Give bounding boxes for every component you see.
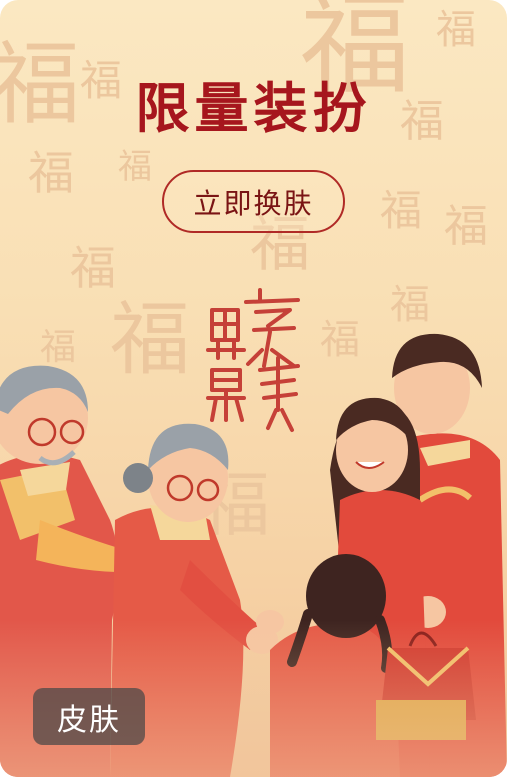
skin-badge: 皮肤 [33,688,145,745]
fu-glyph: 福 [70,241,116,295]
fu-glyph: 福 [320,317,360,363]
fu-glyph: 福 [400,96,444,147]
fu-glyph: 福 [444,201,488,252]
card-title: 限量装扮 [135,77,372,140]
fu-glyph: 福 [250,210,310,280]
fu-glyph: 福 [28,146,74,200]
family-seal-stamp [206,288,300,432]
fu-glyph: 福 [118,147,152,187]
fu-glyph: 福 [80,56,123,105]
fu-glyph: 福 [380,186,423,235]
fu-glyph: 福 [0,32,80,137]
fu-glyph: 福 [300,0,410,109]
fu-glyph: 福 [436,7,476,53]
apply-skin-button[interactable]: 立即换肤 [162,170,345,233]
fu-glyph: 福 [40,327,77,368]
fu-glyph: 福 [110,293,190,386]
fu-glyph: 福 [390,282,430,328]
family-illustration [0,333,507,777]
